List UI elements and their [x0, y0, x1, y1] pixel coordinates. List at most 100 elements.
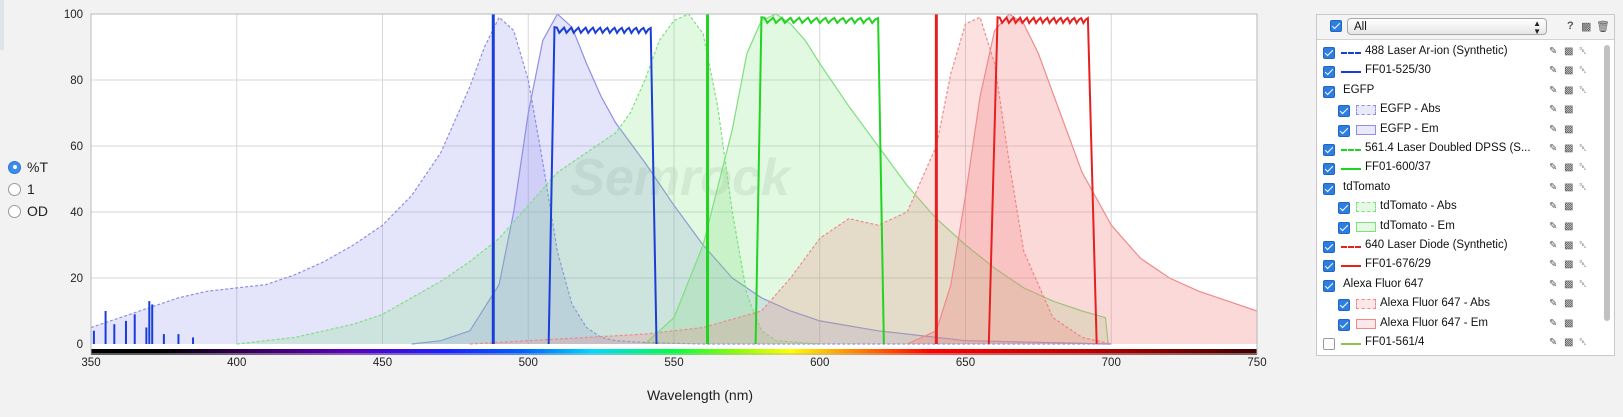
series-label: FF01-525/30: [1365, 64, 1431, 77]
y-mode-option-percent-t[interactable]: %T: [8, 156, 48, 178]
y-mode-option-od[interactable]: OD: [8, 200, 48, 222]
series-list-item[interactable]: Alexa Fluor 647 ✎ ▩ ␡: [1317, 276, 1600, 295]
series-label: EGFP - Abs: [1380, 103, 1441, 116]
save-icon[interactable]: ▩: [1564, 84, 1574, 96]
left-edge-tab: [0, 0, 4, 50]
y-mode-option-1[interactable]: 1: [8, 178, 48, 200]
pencil-icon[interactable]: ✎: [1549, 298, 1558, 310]
save-icon[interactable]: ▩: [1564, 143, 1574, 154]
trash-icon[interactable]: ␡: [1579, 259, 1587, 271]
series-visibility-checkbox[interactable]: [1323, 66, 1335, 79]
series-visibility-checkbox[interactable]: [1323, 182, 1335, 195]
trash-icon[interactable]: ␡: [1579, 143, 1587, 154]
trash-icon[interactable]: ␡: [1579, 337, 1587, 348]
alexa-fluor-647-abs-area: [469, 17, 1112, 345]
pencil-icon[interactable]: ✎: [1549, 123, 1558, 135]
trash-icon[interactable]: ␡: [1579, 65, 1587, 77]
pencil-icon[interactable]: ✎: [1549, 181, 1558, 193]
save-icon[interactable]: ▩: [1564, 220, 1574, 232]
save-all-icon[interactable]: ▩: [1581, 21, 1592, 33]
radio-icon: [8, 204, 21, 218]
save-icon[interactable]: ▩: [1564, 240, 1574, 251]
series-visibility-checkbox[interactable]: [1338, 202, 1350, 215]
x-tick-label: 350: [81, 357, 100, 369]
series-visibility-checkbox[interactable]: [1323, 338, 1335, 350]
series-list-item[interactable]: Alexa Fluor 647 - Em ✎ ▩: [1317, 315, 1600, 334]
egfp-em-area: [411, 14, 1112, 344]
save-icon[interactable]: ▩: [1564, 46, 1574, 57]
series-list-item[interactable]: tdTomato - Abs ✎ ▩: [1317, 198, 1600, 217]
pencil-icon[interactable]: ✎: [1549, 84, 1558, 96]
series-swatch-icon: [1341, 149, 1361, 151]
save-icon[interactable]: ▩: [1564, 278, 1574, 290]
series-visibility-checkbox[interactable]: [1323, 163, 1335, 176]
save-icon[interactable]: ▩: [1564, 162, 1574, 174]
series-list-item[interactable]: Alexa Fluor 647 - Abs ✎ ▩: [1317, 295, 1600, 314]
save-icon[interactable]: ▩: [1564, 181, 1574, 193]
save-icon[interactable]: ▩: [1564, 65, 1574, 77]
series-visibility-checkbox[interactable]: [1323, 241, 1335, 253]
pencil-icon[interactable]: ✎: [1549, 143, 1558, 154]
series-list-item[interactable]: 561.4 Laser Doubled DPSS (S... ✎ ▩ ␡: [1317, 140, 1600, 159]
series-list-item[interactable]: 488 Laser Ar-ion (Synthetic) ✎ ▩ ␡: [1317, 43, 1600, 62]
series-list-item[interactable]: FF01-600/37 ✎ ▩ ␡: [1317, 159, 1600, 178]
series-visibility-checkbox[interactable]: [1338, 105, 1350, 118]
help-icon[interactable]: ?: [1567, 20, 1574, 32]
series-list-item[interactable]: EGFP - Em ✎ ▩: [1317, 121, 1600, 140]
series-list-item[interactable]: tdTomato ✎ ▩ ␡: [1317, 179, 1600, 198]
pencil-icon[interactable]: ✎: [1549, 46, 1558, 57]
y-mode-label: %T: [27, 159, 48, 175]
panel-scrollbar[interactable]: [1602, 41, 1612, 355]
series-visibility-checkbox[interactable]: [1338, 299, 1350, 312]
trash-icon[interactable]: ␡: [1579, 181, 1587, 193]
save-icon[interactable]: ▩: [1564, 123, 1574, 135]
series-visibility-checkbox[interactable]: [1323, 144, 1335, 156]
series-list-item[interactable]: FF01-676/29 ✎ ▩ ␡: [1317, 256, 1600, 275]
series-list-item[interactable]: FF01-561/4 ✎ ▩ ␡: [1317, 334, 1600, 353]
scrollbar-thumb[interactable]: [1604, 45, 1610, 321]
pencil-icon[interactable]: ✎: [1549, 337, 1558, 348]
pencil-icon[interactable]: ✎: [1549, 278, 1558, 290]
series-swatch-icon: [1356, 202, 1376, 213]
series-swatch-icon: [1356, 105, 1376, 116]
series-visibility-checkbox[interactable]: [1323, 279, 1335, 292]
series-list-item[interactable]: FF01-525/30 ✎ ▩ ␡: [1317, 62, 1600, 81]
trash-icon[interactable]: ␡: [1579, 46, 1587, 57]
series-swatch-icon: [1341, 343, 1361, 345]
series-label: FF01-676/29: [1365, 258, 1431, 271]
trash-icon[interactable]: ␡: [1579, 84, 1587, 96]
trash-icon[interactable]: ␡: [1579, 278, 1587, 290]
pencil-icon[interactable]: ✎: [1549, 317, 1558, 329]
series-visibility-checkbox[interactable]: [1323, 47, 1335, 59]
series-layer: [91, 14, 1257, 345]
save-icon[interactable]: ▩: [1564, 337, 1574, 348]
series-visibility-checkbox[interactable]: [1338, 221, 1350, 234]
pencil-icon[interactable]: ✎: [1549, 220, 1558, 232]
pencil-icon[interactable]: ✎: [1549, 240, 1558, 251]
series-list-item[interactable]: EGFP - Abs ✎ ▩: [1317, 101, 1600, 120]
series-list-item[interactable]: 640 Laser Diode (Synthetic) ✎ ▩ ␡: [1317, 237, 1600, 256]
pencil-icon[interactable]: ✎: [1549, 104, 1558, 116]
series-swatch-icon: [1356, 299, 1376, 310]
series-list-item[interactable]: EGFP ✎ ▩ ␡: [1317, 82, 1600, 101]
save-icon[interactable]: ▩: [1564, 259, 1574, 271]
series-visibility-checkbox[interactable]: [1338, 124, 1350, 137]
series-list: 488 Laser Ar-ion (Synthetic) ✎ ▩ ␡ FF01-525/…: [1317, 41, 1600, 355]
series-visibility-checkbox[interactable]: [1323, 85, 1335, 98]
filter-select[interactable]: All ▲ ▼: [1347, 18, 1547, 36]
pencil-icon[interactable]: ✎: [1549, 65, 1558, 77]
save-icon[interactable]: ▩: [1564, 104, 1574, 116]
delete-all-icon[interactable]: 🗑: [1596, 21, 1610, 33]
series-list-item[interactable]: tdTomato - Em ✎ ▩: [1317, 218, 1600, 237]
save-icon[interactable]: ▩: [1564, 201, 1574, 213]
save-icon[interactable]: ▩: [1564, 317, 1574, 329]
trash-icon[interactable]: ␡: [1579, 240, 1587, 251]
save-icon[interactable]: ▩: [1564, 298, 1574, 310]
trash-icon[interactable]: ␡: [1579, 162, 1587, 174]
series-visibility-checkbox[interactable]: [1323, 260, 1335, 273]
series-visibility-checkbox[interactable]: [1338, 318, 1350, 331]
pencil-icon[interactable]: ✎: [1549, 201, 1558, 213]
pencil-icon[interactable]: ✎: [1549, 259, 1558, 271]
select-all-checkbox[interactable]: [1330, 20, 1342, 32]
pencil-icon[interactable]: ✎: [1549, 162, 1558, 174]
